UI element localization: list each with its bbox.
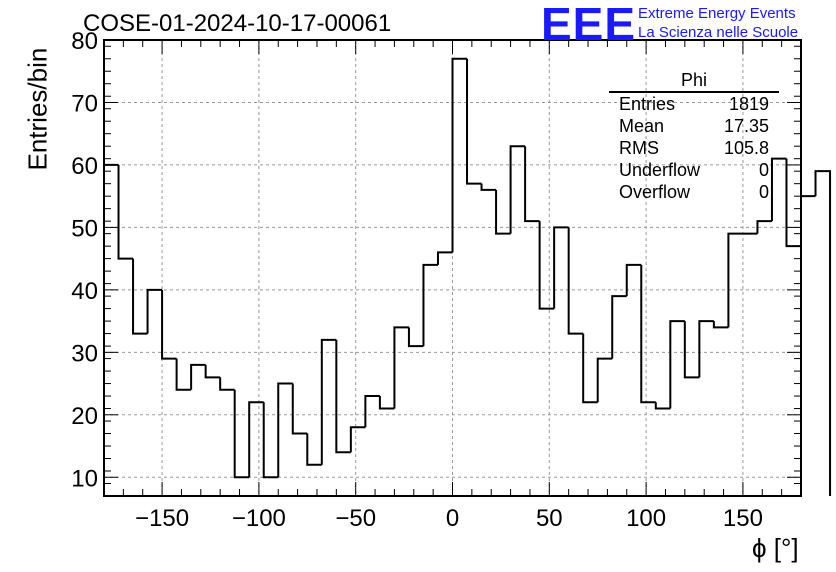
- histogram-bin: [407, 327, 424, 348]
- y-tick-label: 80: [71, 28, 98, 55]
- stats-label: Entries: [619, 94, 676, 114]
- eee-caption: Extreme Energy Events La Scienza nelle S…: [638, 4, 798, 42]
- stats-row-mean: Mean 17.35: [609, 115, 779, 137]
- eee-logo: EEE: [541, 0, 637, 50]
- histogram-bin: [495, 189, 511, 235]
- histogram-bin: [349, 426, 366, 453]
- histogram-bin: [785, 158, 801, 248]
- histogram-bin: [814, 170, 832, 496]
- histogram-bin: [422, 263, 438, 347]
- histogram-bin: [524, 146, 540, 223]
- y-tick-label: 50: [71, 215, 98, 242]
- histogram-bin: [233, 389, 250, 479]
- histogram-bin: [611, 295, 627, 359]
- histogram-bin: [117, 164, 134, 260]
- stats-value: 105.8: [723, 138, 769, 158]
- histogram-bin: [770, 157, 787, 222]
- histogram-bin: [640, 264, 656, 404]
- x-tick-label: −100: [232, 505, 286, 532]
- histogram-bin: [219, 377, 235, 391]
- histogram-bin: [800, 195, 816, 247]
- histogram-bin: [364, 395, 380, 428]
- chart-title: COSE-01-2024-10-17-00061: [83, 10, 392, 37]
- histogram-bin: [132, 258, 148, 335]
- y-tick-label: 10: [71, 465, 98, 492]
- stats-row-entries: Entries 1819: [609, 93, 779, 115]
- x-tick-label: 100: [626, 505, 666, 532]
- x-tick-label: −50: [335, 505, 376, 532]
- histogram-bin: [451, 57, 468, 253]
- eee-caption-line2: La Scienza nelle Scuole: [638, 24, 799, 41]
- histogram-bin: [378, 396, 395, 410]
- stats-label: RMS: [619, 138, 659, 158]
- stats-value: 1819: [728, 94, 769, 114]
- histogram-bin: [756, 220, 772, 234]
- stats-row-rms: RMS 105.8: [609, 137, 779, 159]
- histogram-bin: [669, 320, 685, 409]
- histogram-bin: [335, 339, 351, 454]
- histogram-bin: [480, 183, 497, 191]
- y-tick-label: 70: [71, 90, 98, 117]
- histogram-bin: [596, 357, 613, 403]
- stats-box: Phi Entries 1819 Mean 17.35 RMS 105.8 Un…: [609, 70, 779, 203]
- stats-label: Overflow: [619, 182, 691, 202]
- histogram-bin: [654, 402, 671, 410]
- stats-row-overflow: Overflow 0: [609, 181, 779, 203]
- stats-label: Mean: [619, 116, 665, 136]
- stats-box-title: Phi: [609, 70, 779, 93]
- histogram-bin: [553, 226, 569, 309]
- histogram-bin: [436, 251, 453, 265]
- stats-value: 0: [758, 182, 769, 202]
- histogram-bin: [625, 263, 642, 297]
- histogram-bin: [277, 382, 293, 478]
- eee-caption-line1: Extreme Energy Events: [638, 5, 796, 22]
- histogram-bin: [306, 433, 322, 466]
- histogram-bin: [509, 145, 526, 234]
- histogram-bin: [582, 333, 598, 404]
- y-tick-label: 20: [71, 403, 98, 430]
- histogram-bin: [146, 288, 163, 334]
- y-axis-label: Entries/bin: [22, 47, 53, 171]
- stats-label: Underflow: [619, 160, 701, 180]
- histogram-bin: [712, 321, 729, 329]
- axis-ticks: [103, 39, 802, 497]
- histogram-bin: [393, 326, 409, 409]
- stats-value: 17.35: [723, 116, 769, 136]
- histogram-bin: [204, 364, 221, 379]
- histogram-bin: [567, 227, 584, 335]
- stats-row-underflow: Underflow 0: [609, 159, 779, 181]
- histogram-bin: [175, 358, 192, 391]
- histogram-bin: [291, 383, 308, 435]
- histogram-bin: [190, 363, 206, 390]
- histogram-bin: [161, 289, 177, 360]
- x-tick-label: 150: [723, 505, 763, 532]
- histogram-bin: [320, 338, 337, 465]
- histogram-bin: [698, 320, 714, 378]
- histogram-bin: [248, 401, 264, 478]
- histogram-bin: [466, 58, 482, 185]
- y-tick-label: 60: [71, 153, 98, 180]
- x-tick-label: 0: [446, 505, 459, 532]
- x-tick-label: 50: [536, 505, 563, 532]
- y-tick-label: 30: [71, 340, 98, 367]
- histogram-bin: [683, 321, 700, 379]
- histogram-bin: [262, 402, 279, 479]
- axis-tick-labels: −150 −100 −50 0 50 100 150 10 20 30 40 50 60 70 80: [71, 28, 763, 532]
- histogram-bin: [727, 232, 743, 328]
- histogram-bin: [538, 221, 555, 310]
- x-tick-label: −150: [135, 505, 189, 532]
- stats-value: 0: [758, 160, 769, 180]
- y-tick-label: 40: [71, 278, 98, 305]
- x-axis-label: ϕ [°]: [752, 533, 799, 563]
